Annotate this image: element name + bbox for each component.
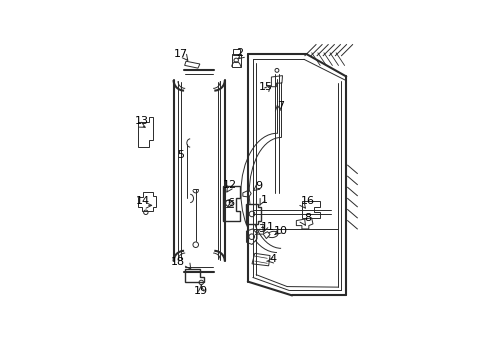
Polygon shape <box>246 229 257 244</box>
Text: 3: 3 <box>258 225 264 234</box>
Text: 1: 1 <box>261 195 267 205</box>
Text: 10: 10 <box>273 226 287 236</box>
Text: 14: 14 <box>136 196 150 206</box>
Polygon shape <box>137 117 152 147</box>
Bar <box>231 54 240 67</box>
Polygon shape <box>243 190 251 197</box>
Text: 17: 17 <box>173 49 187 59</box>
Text: 6: 6 <box>227 198 234 208</box>
Text: 2: 2 <box>236 48 243 58</box>
Text: 16: 16 <box>300 196 314 206</box>
Bar <box>232 49 239 55</box>
Text: 18: 18 <box>170 257 184 267</box>
Polygon shape <box>246 204 260 224</box>
Polygon shape <box>184 61 200 68</box>
Polygon shape <box>223 186 240 221</box>
Ellipse shape <box>267 231 278 238</box>
Text: 11: 11 <box>260 222 274 232</box>
Text: 12: 12 <box>223 180 237 190</box>
Polygon shape <box>296 218 312 229</box>
Polygon shape <box>184 269 203 282</box>
Text: 19: 19 <box>194 286 208 296</box>
Text: 9: 9 <box>255 181 262 191</box>
Text: 8: 8 <box>303 213 310 223</box>
Polygon shape <box>271 76 282 87</box>
Polygon shape <box>263 232 269 239</box>
Polygon shape <box>137 192 156 211</box>
Text: 7: 7 <box>276 100 284 111</box>
Text: 15: 15 <box>258 82 272 92</box>
Polygon shape <box>301 201 319 218</box>
Polygon shape <box>251 253 269 266</box>
Text: 5: 5 <box>177 150 183 161</box>
Text: 4: 4 <box>269 255 276 264</box>
Text: 13: 13 <box>134 116 148 126</box>
